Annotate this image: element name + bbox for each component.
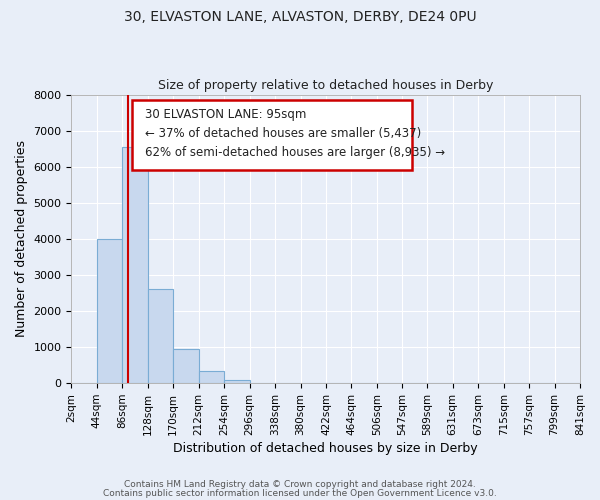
Title: Size of property relative to detached houses in Derby: Size of property relative to detached ho… — [158, 79, 493, 92]
Text: Contains HM Land Registry data © Crown copyright and database right 2024.: Contains HM Land Registry data © Crown c… — [124, 480, 476, 489]
Text: Contains public sector information licensed under the Open Government Licence v3: Contains public sector information licen… — [103, 489, 497, 498]
Bar — [199, 372, 224, 383]
Text: 62% of semi-detached houses are larger (8,935) →: 62% of semi-detached houses are larger (… — [145, 146, 445, 159]
Bar — [122, 147, 148, 383]
Bar — [224, 380, 250, 383]
Bar — [148, 290, 173, 383]
FancyBboxPatch shape — [133, 100, 412, 170]
Text: ← 37% of detached houses are smaller (5,437): ← 37% of detached houses are smaller (5,… — [145, 127, 421, 140]
Text: 30, ELVASTON LANE, ALVASTON, DERBY, DE24 0PU: 30, ELVASTON LANE, ALVASTON, DERBY, DE24… — [124, 10, 476, 24]
Bar — [97, 239, 122, 383]
X-axis label: Distribution of detached houses by size in Derby: Distribution of detached houses by size … — [173, 442, 478, 455]
Text: 30 ELVASTON LANE: 95sqm: 30 ELVASTON LANE: 95sqm — [145, 108, 307, 122]
Bar — [173, 349, 199, 383]
Y-axis label: Number of detached properties: Number of detached properties — [15, 140, 28, 338]
